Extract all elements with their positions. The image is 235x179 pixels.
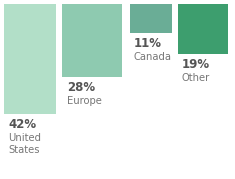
Text: Canada: Canada: [133, 52, 171, 62]
FancyBboxPatch shape: [4, 4, 56, 114]
Text: United
States: United States: [8, 133, 41, 155]
Text: 42%: 42%: [8, 118, 36, 131]
Text: Other: Other: [182, 73, 210, 83]
FancyBboxPatch shape: [130, 4, 172, 33]
Text: 19%: 19%: [182, 58, 210, 71]
FancyBboxPatch shape: [178, 4, 228, 54]
Text: Europe: Europe: [67, 96, 102, 106]
Text: 11%: 11%: [133, 37, 161, 50]
FancyBboxPatch shape: [62, 4, 122, 77]
Text: 28%: 28%: [67, 81, 95, 94]
